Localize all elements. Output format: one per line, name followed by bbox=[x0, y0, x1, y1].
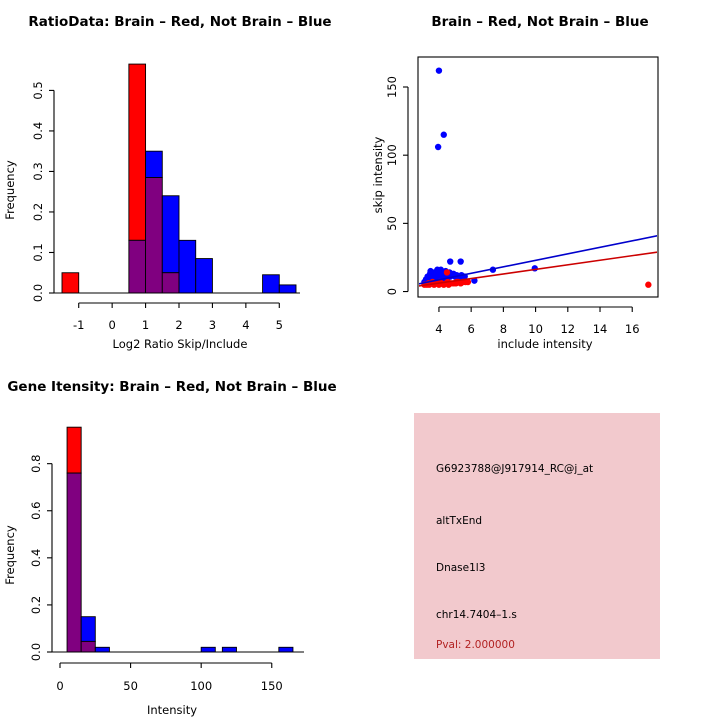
gene-bar-segment bbox=[200, 646, 216, 653]
probe-info-panel: G6923788@J917914_RC@j_at altTxEnd Dnase1… bbox=[414, 413, 660, 659]
event-type-text: altTxEnd bbox=[436, 515, 483, 527]
scatter-x-tick-label: 6 bbox=[467, 322, 474, 336]
gene-intensity-y-tick-label: 0.6 bbox=[29, 502, 43, 520]
gene-intensity-y-tick-label: 0.0 bbox=[29, 643, 43, 661]
panel-intensity-scatter: Brain – Red, Not Brain – Blue 4 6 8 10 12 14 1… bbox=[360, 0, 720, 360]
ratio-histogram-y-tick-label: 0.3 bbox=[31, 162, 45, 180]
intensity-scatter-axes: 4 6 8 10 12 14 16 0 50 100 150 bbox=[385, 76, 640, 336]
ratio-histogram-xlabel: Log2 Ratio Skip/Include bbox=[113, 337, 248, 351]
gene-intensity-x-tick-label: 50 bbox=[123, 679, 138, 693]
scatter-point bbox=[464, 278, 472, 286]
gene-intensity-ylabel: Frequency bbox=[3, 525, 17, 585]
scatter-point bbox=[427, 267, 434, 275]
ratio-bar-overlap-segment bbox=[145, 177, 163, 294]
ratio-bar-segment bbox=[195, 258, 213, 294]
gene-intensity-axes: 0 50 100 150 0.0 0.2 0.4 0.6 0.8 bbox=[29, 455, 304, 693]
scatter-x-tick-label: 14 bbox=[593, 322, 608, 336]
gene-intensity-y-tick-label: 0.2 bbox=[29, 596, 43, 614]
scatter-point bbox=[434, 266, 441, 273]
locus-text: chr14.7404–1.s bbox=[436, 609, 517, 621]
scatter-point bbox=[434, 143, 442, 151]
scatter-y-tick-label: 50 bbox=[385, 216, 399, 231]
ratio-histogram-y-tick-label: 0.5 bbox=[31, 81, 45, 99]
panel-gene-intensity-histogram: Gene Itensity: Brain – Red, Not Brain – … bbox=[0, 360, 360, 720]
ratio-histogram-x-tick-label: 1 bbox=[142, 318, 149, 332]
gene-intensity-histogram-svg: Gene Itensity: Brain – Red, Not Brain – … bbox=[3, 379, 337, 717]
ratio-histogram-x-tick-label: 3 bbox=[209, 318, 216, 332]
gene-intensity-x-tick-label: 100 bbox=[190, 679, 212, 693]
gene-bar-overlap-segment bbox=[80, 640, 96, 653]
intensity-scatter-title: Brain – Red, Not Brain – Blue bbox=[431, 14, 648, 30]
intensity-scatter-xlabel: include intensity bbox=[497, 337, 592, 351]
ratio-histogram-y-tick-label: 0.0 bbox=[31, 284, 45, 302]
scatter-y-tick-label: 100 bbox=[385, 144, 399, 166]
ratio-bar-segment bbox=[178, 239, 197, 294]
gene-bar-segment bbox=[278, 646, 294, 653]
probe-id-text: G6923788@J917914_RC@j_at bbox=[436, 463, 594, 475]
ratio-histogram-y-tick-label: 0.1 bbox=[31, 243, 45, 261]
ratio-histogram-x-tick-label: 4 bbox=[242, 318, 249, 332]
ratio-bar-segment bbox=[278, 284, 297, 294]
intensity-scatter-svg: Brain – Red, Not Brain – Blue 4 6 8 10 12 14 1… bbox=[371, 14, 659, 351]
scatter-point bbox=[435, 67, 443, 74]
ratio-histogram-x-tick-label: -1 bbox=[73, 318, 84, 332]
scatter-x-tick-label: 4 bbox=[435, 322, 442, 336]
ratio-histogram-x-tick-label: 5 bbox=[276, 318, 283, 332]
ratio-histogram-bars bbox=[61, 63, 297, 294]
ratio-bar-overlap-segment bbox=[128, 239, 147, 294]
scatter-y-tick-label: 150 bbox=[385, 76, 399, 98]
gene-bar-segment bbox=[80, 616, 96, 642]
scatter-plot-frame bbox=[417, 56, 659, 298]
scatter-y-tick-label: 0 bbox=[385, 288, 399, 295]
gene-bar-segment bbox=[221, 646, 237, 653]
ratio-histogram-svg: RatioData: Brain – Red, Not Brain – Blue… bbox=[3, 14, 332, 351]
ratio-bar-segment bbox=[161, 195, 180, 274]
scatter-point bbox=[443, 269, 451, 276]
gene-intensity-x-tick-label: 0 bbox=[56, 679, 63, 693]
ratio-histogram-axes: -1 0 1 2 3 4 5 0.0 0.1 0.2 0.3 0.4 0.5 bbox=[31, 81, 300, 332]
gene-intensity-bars bbox=[66, 426, 294, 653]
ratio-bar-overlap-segment bbox=[161, 272, 180, 294]
scatter-x-tick-label: 12 bbox=[560, 322, 575, 336]
scatter-point bbox=[457, 258, 464, 265]
gene-intensity-title: Gene Itensity: Brain – Red, Not Brain – … bbox=[7, 379, 336, 395]
ratio-histogram-x-tick-label: 0 bbox=[108, 318, 115, 332]
panel-ratio-histogram: RatioData: Brain – Red, Not Brain – Blue… bbox=[0, 0, 360, 360]
gene-bar-overlap-segment bbox=[66, 472, 82, 653]
gene-intensity-y-tick-label: 0.4 bbox=[29, 549, 43, 567]
intensity-scatter-ylabel: skip intensity bbox=[371, 136, 385, 213]
intensity-scatter-plotarea bbox=[417, 56, 659, 298]
ratio-bar-segment bbox=[145, 150, 163, 178]
pval-text: Pval: 2.000000 bbox=[436, 639, 515, 651]
scatter-point bbox=[440, 131, 447, 138]
ratio-bar-segment bbox=[128, 63, 147, 241]
scatter-point bbox=[447, 258, 454, 265]
scatter-x-tick-label: 8 bbox=[500, 322, 507, 336]
scatter-point bbox=[645, 281, 652, 288]
scatter-points-group bbox=[419, 67, 657, 288]
ratio-bar-segment bbox=[262, 274, 280, 294]
gene-intensity-x-tick-label: 150 bbox=[261, 679, 283, 693]
gene-bar-segment bbox=[94, 646, 110, 653]
ratio-histogram-title: RatioData: Brain – Red, Not Brain – Blue bbox=[28, 14, 331, 30]
gene-symbol-text: Dnase1l3 bbox=[436, 562, 486, 574]
scatter-x-tick-label: 16 bbox=[625, 322, 640, 336]
scatter-x-tick-label: 10 bbox=[528, 322, 543, 336]
gene-intensity-y-tick-label: 0.8 bbox=[29, 455, 43, 473]
ratio-histogram-y-tick-label: 0.2 bbox=[31, 203, 45, 221]
ratio-bar-segment bbox=[61, 272, 80, 294]
ratio-histogram-y-tick-label: 0.4 bbox=[31, 122, 45, 140]
scatter-blue-fit bbox=[419, 235, 657, 285]
gene-intensity-xlabel: Intensity bbox=[147, 703, 197, 717]
ratio-histogram-ylabel: Frequency bbox=[3, 160, 17, 220]
scatter-red-fit bbox=[419, 251, 657, 287]
gene-bar-segment bbox=[66, 426, 82, 474]
ratio-histogram-x-tick-label: 2 bbox=[175, 318, 182, 332]
